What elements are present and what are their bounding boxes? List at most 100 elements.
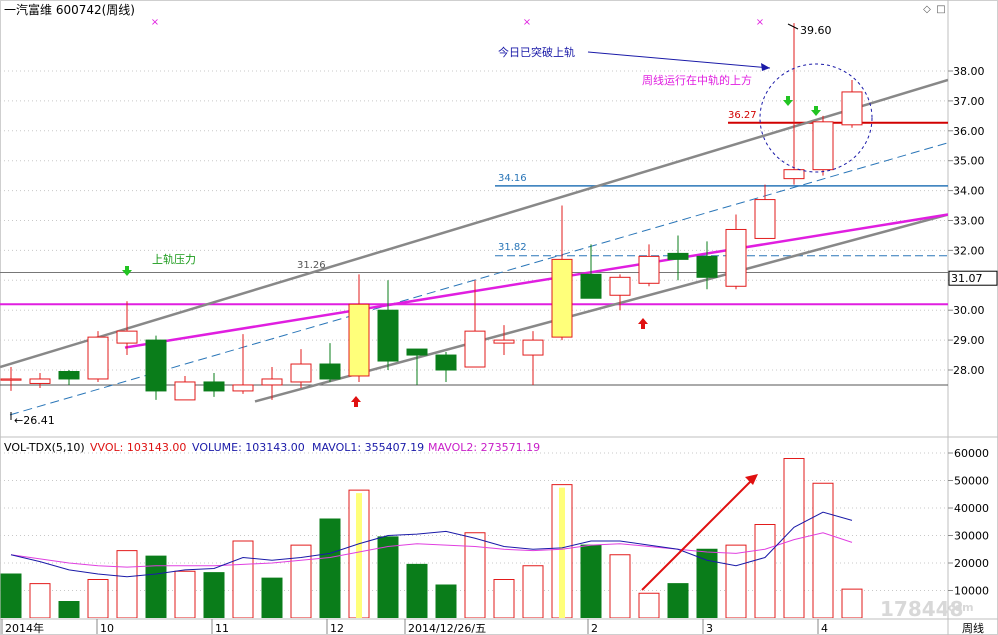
note-breakout: 今日已突破上轨 bbox=[498, 45, 575, 59]
volume-bars bbox=[0, 458, 863, 618]
red-up-arrow-icon bbox=[638, 318, 648, 329]
price-tick-label: 30.00 bbox=[953, 304, 985, 317]
volume-bar-down bbox=[319, 518, 341, 618]
candle bbox=[435, 352, 457, 382]
high-pointer bbox=[787, 23, 799, 30]
volume-tick-label: 50000 bbox=[954, 475, 989, 488]
candle-body-up bbox=[812, 121, 834, 171]
volume-annotations bbox=[641, 474, 758, 591]
candle bbox=[493, 325, 515, 356]
candle-body-up bbox=[174, 381, 196, 401]
candle bbox=[348, 274, 370, 382]
candle bbox=[29, 372, 51, 388]
volume-legend-mavol2: MAVOL2: 273571.19 bbox=[428, 441, 540, 454]
level-label-3627: 36.27 bbox=[728, 110, 757, 121]
mavol2-line bbox=[10, 532, 853, 568]
volume-bar-down bbox=[580, 544, 602, 618]
candle-body-up bbox=[348, 303, 370, 377]
candle bbox=[319, 343, 341, 382]
candle bbox=[580, 244, 602, 299]
candle-body-up bbox=[754, 199, 776, 239]
date-tick-label: 2014年 bbox=[5, 621, 44, 635]
note-resistance: 上轨压力 bbox=[152, 252, 196, 266]
watermark-suffix: com bbox=[948, 601, 974, 614]
candle bbox=[754, 184, 776, 239]
volume-bar-down bbox=[696, 548, 718, 618]
volume-tick-label: 20000 bbox=[954, 557, 989, 570]
volume-bar-up bbox=[174, 570, 196, 618]
price-tick-label: 37.00 bbox=[953, 95, 985, 108]
volume-bar-up bbox=[464, 532, 486, 618]
date-tick-label: 10 bbox=[100, 622, 114, 635]
date-tick-label: 4 bbox=[821, 622, 828, 635]
price-tick-label: 35.00 bbox=[953, 155, 985, 168]
green-down-arrow-icon bbox=[783, 96, 793, 106]
volume-axis: 10000 20000 30000 40000 50000 60000 bbox=[948, 447, 989, 598]
candle bbox=[551, 205, 573, 341]
date-tick-label: 2014/12/26/五 bbox=[408, 622, 486, 635]
price-tick-label: 29.00 bbox=[953, 334, 985, 347]
volume-highlight-bar bbox=[356, 493, 362, 618]
candle-body-up bbox=[551, 258, 573, 338]
volume-trend-arrow bbox=[641, 479, 753, 591]
candle bbox=[261, 367, 283, 400]
marker-x-icon: × bbox=[151, 17, 159, 28]
square-icon[interactable]: □ bbox=[936, 4, 946, 15]
candle bbox=[87, 331, 109, 382]
volume-bar-down bbox=[58, 601, 80, 618]
price-tick-label: 32.00 bbox=[953, 244, 985, 257]
candle-body-down bbox=[696, 255, 718, 278]
candle bbox=[174, 375, 196, 401]
marker-x-icon: × bbox=[523, 17, 531, 28]
current-price-label: 31.07 bbox=[951, 272, 983, 285]
date-tick-label: 12 bbox=[330, 622, 344, 635]
price-axis: 28.0029.0030.0031.0032.0033.0034.0035.00… bbox=[948, 65, 998, 377]
level-label-3416: 34.16 bbox=[498, 173, 527, 184]
channel-upper-line bbox=[0, 78, 948, 369]
candle bbox=[638, 244, 660, 287]
candle-body-down bbox=[203, 381, 225, 392]
diamond-icon[interactable]: ◇ bbox=[923, 4, 931, 15]
volume-bar-up bbox=[232, 540, 254, 618]
volume-bar-up bbox=[29, 583, 51, 618]
candle bbox=[725, 214, 747, 290]
candle-body-up bbox=[493, 339, 515, 344]
date-tick-label: 3 bbox=[706, 622, 713, 635]
candle bbox=[145, 335, 167, 400]
volume-tick-label: 30000 bbox=[954, 530, 989, 543]
volume-bar-down bbox=[435, 584, 457, 618]
volume-bar-down bbox=[145, 555, 167, 618]
candle-body-up bbox=[783, 169, 805, 180]
mavol1-line bbox=[10, 511, 853, 578]
volume-bar-up bbox=[493, 579, 515, 618]
volume-bar-up bbox=[754, 524, 776, 618]
volume-bar-down bbox=[377, 536, 399, 618]
candles bbox=[0, 23, 863, 401]
date-tick-label: 周线 bbox=[962, 621, 984, 635]
price-annotations: × × × 39.60 ←26.41 36.27 34.16 31.82 31.26 今日已突破上… bbox=[10, 17, 873, 427]
volume-bar-down bbox=[261, 577, 283, 618]
volume-legend-volume: VOLUME: 103143.00 bbox=[192, 441, 305, 454]
volume-bar-up bbox=[116, 550, 138, 618]
candle-body-up bbox=[87, 336, 109, 380]
volume-bar-up bbox=[609, 554, 631, 618]
watermark: 178448 bbox=[880, 597, 964, 621]
candle-body-up bbox=[261, 378, 283, 386]
candle bbox=[232, 334, 254, 394]
volume-legend-vvol: VVOL: 103143.00 bbox=[90, 441, 186, 454]
volume-legend-name: VOL-TDX(5,10) bbox=[4, 441, 85, 454]
candle-body-up bbox=[841, 91, 863, 126]
green-down-arrow-icon bbox=[811, 106, 821, 116]
volume-highlight-bar bbox=[559, 487, 565, 618]
volume-bar-up bbox=[841, 588, 863, 618]
volume-bar-down bbox=[406, 563, 428, 618]
candle-body-up bbox=[29, 378, 51, 384]
candle bbox=[522, 331, 544, 385]
channel-lower-line bbox=[254, 213, 948, 403]
price-tick-label: 38.00 bbox=[953, 65, 985, 78]
candle-body-down bbox=[319, 363, 341, 380]
candle bbox=[116, 301, 138, 356]
candle-body-down bbox=[377, 309, 399, 362]
note-breakout-arrowhead bbox=[761, 63, 770, 71]
